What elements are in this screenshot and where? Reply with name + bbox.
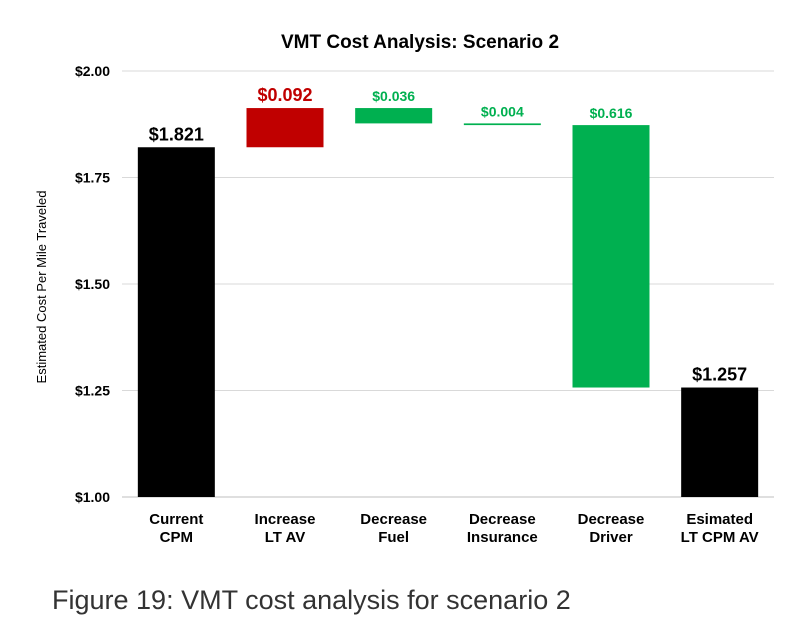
x-tick-label: Fuel <box>378 529 409 546</box>
data-label: $0.092 <box>257 85 312 105</box>
x-tick-label: Current <box>149 511 203 528</box>
y-tick-label: $1.75 <box>75 170 110 186</box>
bar <box>137 147 215 497</box>
data-label: $0.036 <box>372 88 415 104</box>
waterfall-chart: VMT Cost Analysis: Scenario 2 Estimated … <box>34 32 774 546</box>
bar <box>681 387 759 497</box>
data-label: $1.257 <box>692 365 747 385</box>
data-label: $1.821 <box>149 124 204 144</box>
data-label: $0.004 <box>481 103 524 119</box>
chart-title: VMT Cost Analysis: Scenario 2 <box>281 32 559 53</box>
bar <box>246 108 324 148</box>
x-tick-label: LT AV <box>265 529 306 546</box>
bar <box>463 123 541 126</box>
y-tick-label: $2.00 <box>75 63 110 79</box>
gridlines <box>122 70 774 498</box>
bar <box>572 125 650 388</box>
y-tick-label: $1.00 <box>75 489 110 505</box>
bars <box>137 108 759 497</box>
y-tick-label: $1.25 <box>75 383 110 399</box>
x-tick-label: Decrease <box>578 511 645 528</box>
x-tick-label: LT CPM AV <box>681 529 759 546</box>
y-axis-label: Estimated Cost Per Mile Traveled <box>34 191 49 384</box>
x-tick-label: Driver <box>589 529 633 546</box>
x-tick-label: Decrease <box>360 511 427 528</box>
data-label: $0.616 <box>590 105 633 121</box>
x-tick-label: Insurance <box>467 529 538 546</box>
value-labels: $1.821 $0.092 $0.036 $0.004 $0.616 $1.257 <box>149 85 747 384</box>
bar <box>355 108 433 124</box>
figure-caption: Figure 19: VMT cost analysis for scenari… <box>52 585 571 615</box>
y-tick-labels: $1.00 $1.25 $1.50 $1.75 $2.00 <box>75 63 110 505</box>
x-tick-label: Decrease <box>469 511 536 528</box>
y-tick-label: $1.50 <box>75 276 110 292</box>
x-tick-label: CPM <box>160 529 193 546</box>
x-tick-label: Esimated <box>686 511 753 528</box>
x-tick-label: Increase <box>255 511 316 528</box>
